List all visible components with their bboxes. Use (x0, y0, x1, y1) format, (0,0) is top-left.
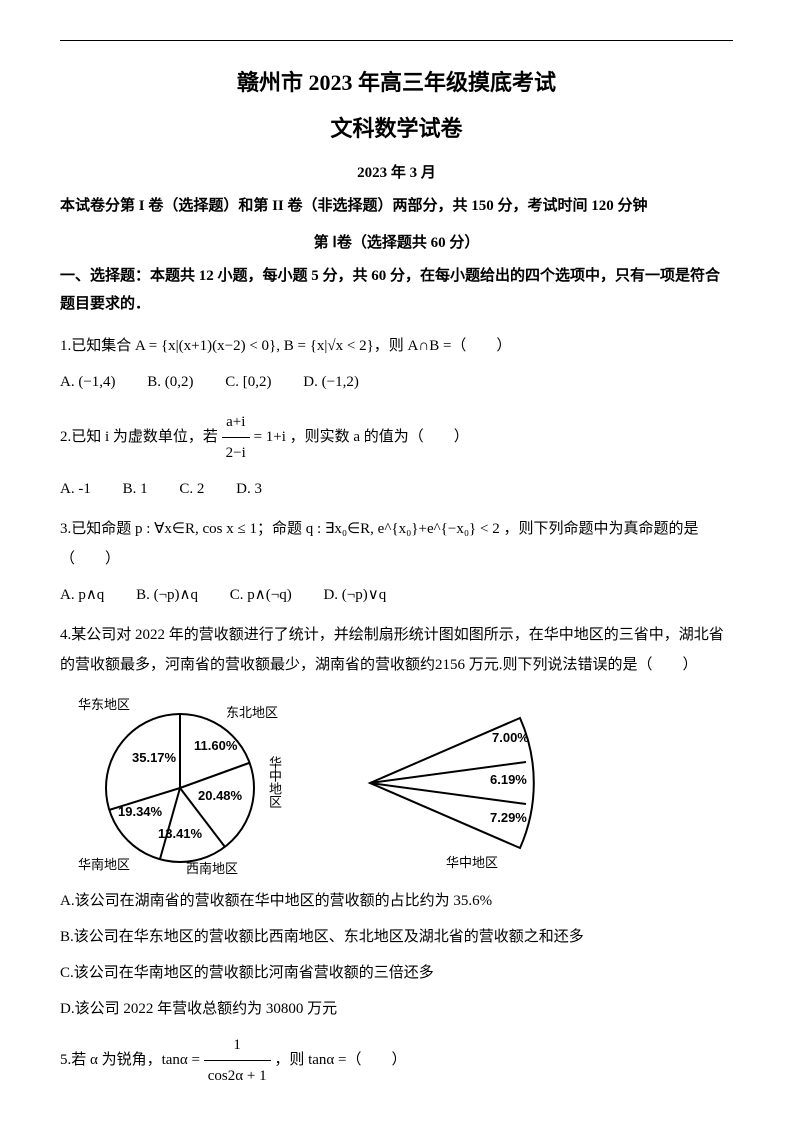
wedge-pct-top: 7.00% (492, 730, 529, 745)
pie-pct-hz: 20.48% (198, 788, 242, 803)
q2-opt-d: D. 3 (236, 474, 262, 504)
q2-opt-a: A. -1 (60, 474, 91, 504)
q2-frac-top: a+i (222, 407, 250, 438)
q1-opt-c: C. [0,2) (225, 367, 271, 397)
q2-opt-c: C. 2 (179, 474, 204, 504)
q5-stem-post: ，则 tanα =（ ） (274, 1051, 406, 1067)
q2-stem-pre: 2.已知 i 为虚数单位，若 (60, 428, 222, 444)
q3-stem: 3.已知命题 p : ∀x∈R, cos x ≤ 1；命题 q : ∃x₀∈R,… (60, 514, 733, 574)
chart-row: 华东地区 东北地区 华中地区 华南地区 西南地区 35.17% 11.60% 2… (60, 688, 733, 878)
q5-frac-bot: cos2α + 1 (204, 1061, 271, 1091)
q3-options: A. p∧q B. (¬p)∧q C. p∧(¬q) D. (¬p)∨q (60, 580, 733, 610)
q1-options: A. (−1,4) B. (0,2) C. [0,2) D. (−1,2) (60, 367, 733, 397)
q4-stem: 4.某公司对 2022 年的营收额进行了统计，并绘制扇形统计图如图所示，在华中地… (60, 620, 733, 680)
pie-pct-hd: 35.17% (132, 750, 176, 765)
section-1-head: 第 Ⅰ卷（选择题共 60 分） (60, 231, 733, 252)
q1-opt-d: D. (−1,2) (303, 367, 359, 397)
wedge-chart: 7.00% 6.19% 7.29% 华中地区 (350, 688, 570, 878)
section-1-instruct: 一、选择题：本题共 12 小题，每小题 5 分，共 60 分，在每小题给出的四个… (60, 262, 733, 319)
q3-opt-a: A. p∧q (60, 580, 104, 610)
q1-stem: 1.已知集合 A = {x|(x+1)(x−2) < 0}, B = {x|√x… (60, 331, 733, 361)
q4-opt-c: C.该公司在华南地区的营收额比河南省营收额的三倍还多 (60, 958, 733, 988)
wedge-pct-mid: 6.19% (490, 772, 527, 787)
q4-opt-d: D.该公司 2022 年营收总额约为 30800 万元 (60, 994, 733, 1024)
q3-opt-d: D. (¬p)∨q (323, 580, 386, 610)
q2-stem: 2.已知 i 为虚数单位，若 a+i 2−i = 1+i ，则实数 a 的值为（… (60, 407, 733, 468)
pie-pct-db: 11.60% (194, 738, 237, 753)
exam-intro: 本试卷分第 I 卷（选择题）和第 II 卷（非选择题）两部分，共 150 分，考… (60, 192, 733, 221)
exam-title-1: 赣州市 2023 年高三年级摸底考试 (60, 65, 733, 97)
q1-opt-a: A. (−1,4) (60, 367, 116, 397)
q5-stem: 5.若 α 为锐角，tanα = 1 cos2α + 1 ，则 tanα =（ … (60, 1030, 733, 1091)
wedge-pct-bot: 7.29% (490, 810, 527, 825)
pie-lbl-hz-side: 华中地区 (265, 756, 284, 808)
q1-opt-b: B. (0,2) (147, 367, 193, 397)
wedge-title: 华中地区 (446, 852, 498, 871)
pie-lbl-db: 东北地区 (226, 702, 278, 721)
q3-opt-b: B. (¬p)∧q (136, 580, 198, 610)
q5-stem-pre: 5.若 α 为锐角，tanα = (60, 1051, 204, 1067)
pie-lbl-hn: 华南地区 (78, 854, 130, 873)
q4-opt-b: B.该公司在华东地区的营收额比西南地区、东北地区及湖北省的营收额之和还多 (60, 922, 733, 952)
pie-lbl-xn: 西南地区 (186, 858, 238, 877)
q2-opt-b: B. 1 (123, 474, 148, 504)
q3-opt-c: C. p∧(¬q) (230, 580, 292, 610)
q4-opt-a: A.该公司在湖南省的营收额在华中地区的营收额的占比约为 35.6% (60, 886, 733, 916)
exam-title-2: 文科数学试卷 (60, 111, 733, 143)
q2-options: A. -1 B. 1 C. 2 D. 3 (60, 474, 733, 504)
q2-frac-bot: 2−i (222, 438, 250, 468)
pie-pct-hn: 19.34% (118, 804, 162, 819)
q5-frac-top: 1 (204, 1030, 271, 1061)
pie-lbl-hd: 华东地区 (78, 694, 130, 713)
q2-stem-post: = 1+i ，则实数 a 的值为（ ） (254, 428, 469, 444)
exam-date: 2023 年 3 月 (60, 161, 733, 182)
pie-chart: 华东地区 东北地区 华中地区 华南地区 西南地区 35.17% 11.60% 2… (60, 688, 310, 878)
pie-pct-xn: 13.41% (158, 826, 202, 841)
